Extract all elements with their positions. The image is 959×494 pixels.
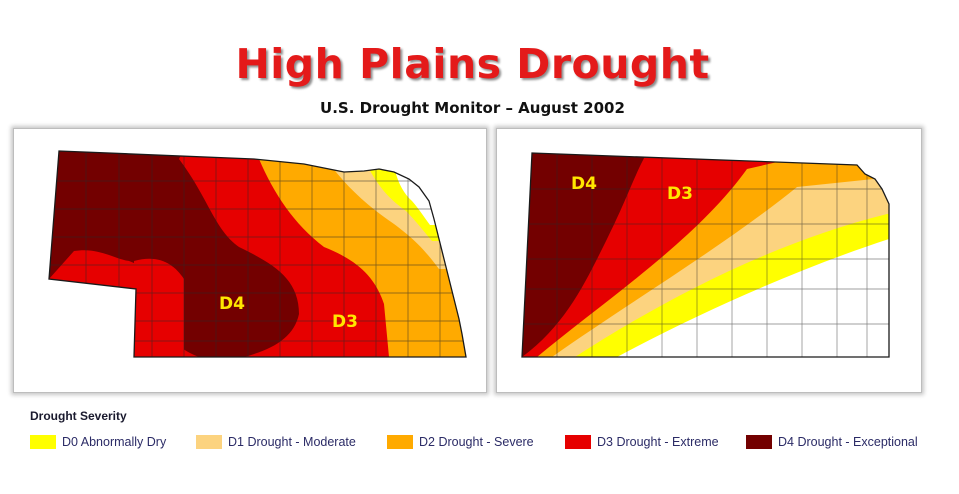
legend-label-d4: D4 Drought - Exceptional [778,435,918,449]
kansas-map-panel: D4 D3 [496,128,922,393]
legend-title: Drought Severity [30,409,127,423]
nebraska-map: D4 D3 [48,150,467,358]
legend-swatch-d0 [30,435,56,449]
kansas-map: D4 D3 [521,152,890,358]
page-title: High Plains Drought [235,40,710,88]
legend-item-d3: D3 Drought - Extreme [565,433,719,451]
legend-swatch-d1 [196,435,222,449]
legend-item-d0: D0 Abnormally Dry [30,433,166,451]
legend-swatch-d3 [565,435,591,449]
ks-no-drought-region [617,234,889,357]
legend-swatch-d2 [387,435,413,449]
legend-label-d0: D0 Abnormally Dry [62,435,167,449]
ne-label-d4: D4 [219,294,245,314]
nebraska-outline [48,150,467,358]
page-subtitle: U.S. Drought Monitor – August 2002 [320,99,625,117]
legend-item-d1: D1 Drought - Moderate [196,433,356,451]
ne-county-lines [49,151,466,357]
legend-label-d3: D3 Drought - Extreme [597,435,719,449]
legend-label-d1: D1 Drought - Moderate [228,435,356,449]
legend-swatch-d4 [746,435,772,449]
ks-label-d4: D4 [571,174,597,194]
legend-item-d2: D2 Drought - Severe [387,433,534,451]
ne-drought-d3-panhandle-region [134,258,184,357]
ne-label-d3: D3 [332,312,358,332]
ks-label-d3: D3 [667,184,693,204]
legend-item-d4: D4 Drought - Exceptional [746,433,918,451]
legend-label-d2: D2 Drought - Severe [419,435,534,449]
nebraska-map-panel: D4 D3 [13,128,487,393]
kansas-outline [521,152,890,358]
ks-county-lines [522,153,889,357]
